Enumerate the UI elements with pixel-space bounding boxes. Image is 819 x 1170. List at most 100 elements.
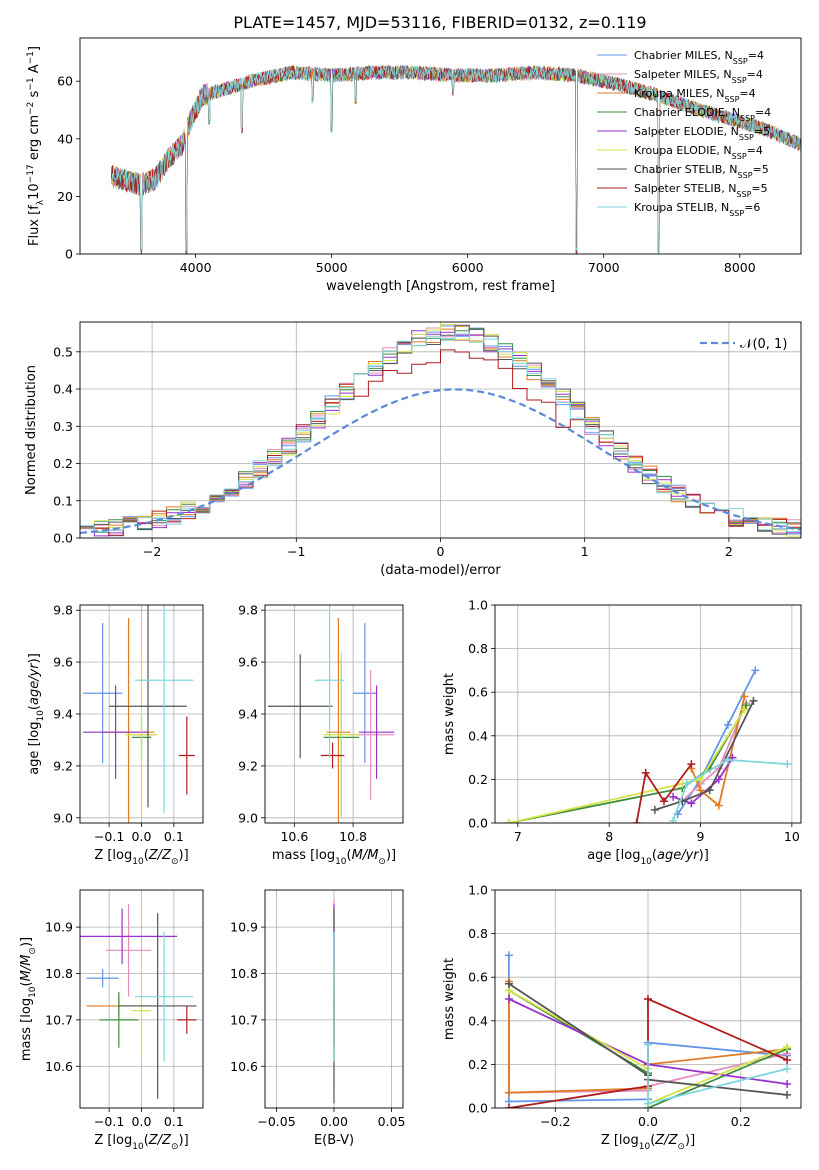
x-tick-label: 0.0 [638, 1114, 658, 1129]
axes-frame [264, 604, 404, 824]
legend-entry: Kroupa STELIB, NSSP=6 [634, 201, 760, 218]
x-axis-label: age [log10(age/yr)] [587, 848, 709, 867]
errorbar-point [353, 623, 377, 764]
plot-area-mass_weight_vs_age [495, 605, 801, 823]
axes-frame [494, 889, 802, 1109]
errorbar-point [105, 903, 152, 997]
plus-marker [504, 1088, 513, 1097]
errorbar-point [320, 742, 345, 769]
y-tick-label: 20 [57, 189, 73, 204]
x-tick-label: 6000 [452, 260, 484, 275]
plot-area-mass_vs_Z [80, 890, 203, 1108]
legend-entry: Chabrier MILES, NSSP=4 [634, 49, 764, 66]
x-tick-label: 0.00 [320, 1114, 348, 1129]
y-axis-label: mass weight [442, 958, 457, 1040]
x-tick-label: 4000 [180, 260, 212, 275]
axes-frame [264, 889, 404, 1109]
y-tick-label: 1.0 [468, 598, 488, 613]
y-tick-label: 10.6 [230, 1059, 258, 1074]
errorbar-point [177, 1005, 197, 1034]
axes-frame [79, 889, 204, 1109]
plus-marker [504, 1104, 513, 1108]
y-tick-label: 1.0 [468, 883, 488, 898]
x-tick-label: −2 [143, 544, 161, 559]
histogram-step [80, 349, 801, 536]
x-tick-label: 2 [725, 544, 733, 559]
y-tick-label: 10.8 [230, 966, 258, 981]
y-axis-label: mass weight [442, 673, 457, 755]
y-tick-label: 0.4 [468, 1013, 488, 1028]
legend-entry: 𝒩(0, 1) [740, 337, 787, 352]
plus-marker [714, 775, 723, 784]
plus-marker [644, 1099, 652, 1108]
plot-area-mass_vs_ebv [265, 890, 403, 1108]
x-tick-label: 0.2 [731, 1114, 751, 1129]
y-tick-label: 0.3 [53, 419, 73, 434]
errorbar-point [118, 913, 197, 1099]
plot-area-mass_weight_vs_Z [495, 890, 801, 1108]
y-tick-label: 9.0 [53, 810, 73, 825]
y-axis-label: mass [log10(M/M⊙)] [19, 937, 38, 1061]
x-tick-label: −0.2 [540, 1114, 570, 1129]
y-tick-label: 0.4 [468, 728, 488, 743]
plus-marker [714, 801, 723, 810]
x-tick-label: 0.05 [378, 1114, 406, 1129]
plus-marker [783, 1042, 792, 1051]
mass-weight-series [650, 696, 758, 814]
y-tick-label: 0.0 [468, 1101, 488, 1116]
histogram-step [80, 324, 801, 535]
legend-entry: Kroupa ELODIE, NSSP=4 [634, 144, 763, 161]
plus-marker [749, 696, 758, 705]
plot-area-residuals [80, 322, 801, 538]
plus-marker [723, 755, 732, 764]
plus-marker [696, 786, 705, 795]
panel-age_vs_mass: 10.6 10.8 9.0 9.2 9.4 9.6 9.8 mass [log10(M/M⊙)… [238, 603, 404, 867]
x-axis-label: (data-model)/error [380, 563, 501, 578]
y-tick-label: 0.0 [468, 816, 488, 831]
mass-weight-series [673, 666, 760, 819]
legend-entry: Salpeter ELODIE, NSSP=5 [634, 125, 770, 142]
panel-mass_weight_vs_Z: −0.2 0.0 0.2 0.0 0.2 0.4 0.6 0.8 1.0 Z [log10(Z/Z… [442, 883, 802, 1152]
errorbar-point [99, 992, 139, 1048]
errorbar-point [135, 605, 194, 813]
y-tick-label: 0.0 [53, 531, 73, 546]
y-axis-label: Normed distribution [24, 365, 39, 495]
y-tick-label: 0.1 [53, 493, 73, 508]
y-tick-label: 0.4 [53, 382, 73, 397]
plus-marker [783, 1080, 792, 1089]
plus-marker [740, 705, 749, 714]
plus-marker [650, 805, 659, 814]
normal-reference-curve [80, 388, 801, 534]
x-tick-label: 0.0 [132, 1114, 152, 1129]
y-tick-label: 9.2 [238, 758, 258, 773]
x-tick-label: 10.8 [339, 829, 367, 844]
y-axis-label: Flux [fλ10−17 erg cm−2 s−1 A−1] [26, 46, 46, 246]
errorbar-point [83, 623, 123, 764]
panel-mass_vs_Z: −0.1 0.0 0.1 10.6 10.7 10.8 10.9 Z [log10(Z/Z⊙)… [19, 889, 204, 1152]
plus-marker [740, 692, 749, 701]
errorbar-point [358, 685, 395, 779]
legend-entry: Chabrier STELIB, NSSP=5 [634, 163, 769, 180]
y-tick-label: 9.8 [53, 603, 73, 618]
y-tick-label: 0.2 [468, 1057, 488, 1072]
plus-marker [742, 701, 751, 710]
plus-marker [783, 1056, 792, 1065]
errorbar-point [83, 685, 148, 779]
plot-area-age_vs_Z [80, 605, 203, 823]
x-axis-label: Z [log10(Z/Z⊙)] [601, 1133, 695, 1152]
x-tick-label: −0.1 [94, 1114, 124, 1129]
plus-marker [687, 799, 696, 808]
mass-weight-series [504, 701, 751, 823]
y-tick-label: 10.9 [230, 920, 258, 935]
y-tick-label: 0.2 [53, 456, 73, 471]
y-tick-label: 0.8 [468, 641, 488, 656]
spectrum-legend: Chabrier MILES, NSSP=4 Salpeter MILES, NS… [597, 49, 771, 218]
x-tick-label: 7000 [588, 260, 620, 275]
y-tick-label: 10.8 [45, 966, 73, 981]
x-tick-label: −0.05 [257, 1114, 295, 1129]
errorbar-point [178, 716, 195, 795]
x-tick-label: 0 [437, 544, 445, 559]
y-tick-label: 10.9 [45, 920, 73, 935]
errorbar-point [135, 931, 194, 1062]
x-axis-label: E(B-V) [314, 1133, 354, 1148]
